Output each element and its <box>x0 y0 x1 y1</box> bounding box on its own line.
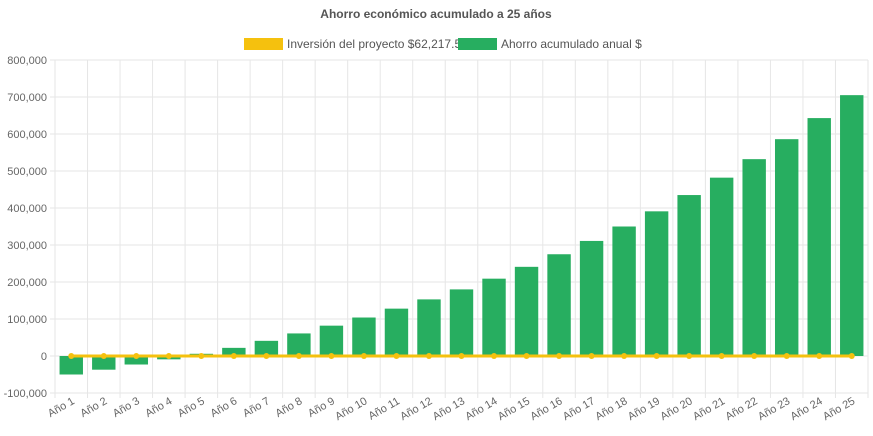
x-tick-label: Año 18 <box>593 395 629 423</box>
x-axis: Año 1 Año 2 Año 3 Año 4 Año 5 Año 6 Año 7 Año 8… <box>46 395 857 423</box>
y-tick-label: 600,000 <box>7 129 47 141</box>
y-axis: -100,000 0 100,000 200,000 300,000 400,000 500… <box>4 55 47 400</box>
investment-point[interactable] <box>783 353 790 359</box>
investment-point[interactable] <box>425 353 432 359</box>
savings-bar[interactable] <box>59 356 83 375</box>
y-tick-label: 100,000 <box>7 314 47 326</box>
savings-bar[interactable] <box>677 195 701 356</box>
savings-bar[interactable] <box>774 139 799 356</box>
investment-point[interactable] <box>458 353 465 359</box>
x-tick-label: Año 4 <box>143 395 174 420</box>
investment-point[interactable] <box>686 353 693 359</box>
y-tick-label: 800,000 <box>7 55 47 67</box>
savings-bar[interactable] <box>709 177 734 356</box>
x-tick-label: Año 19 <box>626 395 662 423</box>
investment-line <box>68 353 855 359</box>
savings-bar[interactable] <box>254 340 279 356</box>
investment-point[interactable] <box>328 353 335 359</box>
savings-bar[interactable] <box>579 240 604 356</box>
x-tick-label: Año 3 <box>111 395 142 420</box>
savings-bar[interactable] <box>449 289 474 356</box>
investment-point[interactable] <box>263 353 270 359</box>
y-tick-label: 500,000 <box>7 166 47 178</box>
investment-point[interactable] <box>718 353 725 359</box>
y-tick-label: 0 <box>41 351 47 363</box>
x-tick-label: Año 11 <box>366 395 401 422</box>
x-tick-label: Año 8 <box>274 395 305 420</box>
investment-point[interactable] <box>523 353 530 359</box>
savings-bar[interactable] <box>807 118 831 356</box>
x-tick-label: Año 23 <box>756 395 792 423</box>
x-tick-label: Año 9 <box>306 395 337 420</box>
legend: Inversión del proyecto $62,217.57 Ahorro… <box>244 37 642 51</box>
x-tick-label: Año 22 <box>723 395 759 423</box>
x-tick-label: Año 16 <box>528 395 564 423</box>
investment-point[interactable] <box>816 353 823 359</box>
x-tick-label: Año 12 <box>398 395 434 423</box>
y-tick-label: 700,000 <box>7 92 47 104</box>
investment-point[interactable] <box>491 353 498 359</box>
investment-point[interactable] <box>393 353 400 359</box>
legend-swatch-investment <box>244 38 283 50</box>
x-tick-label: Año 13 <box>431 395 467 423</box>
savings-bar[interactable] <box>124 356 149 365</box>
chart-title: Ahorro económico acumulado a 25 años <box>320 7 552 21</box>
savings-bar[interactable] <box>222 347 246 356</box>
savings-bars <box>59 95 864 375</box>
savings-bar[interactable] <box>482 278 506 356</box>
savings-bar[interactable] <box>840 95 864 357</box>
savings-bar[interactable] <box>352 317 376 356</box>
legend-item-investment[interactable]: Inversión del proyecto $62,217.57 <box>244 37 468 51</box>
legend-label-savings: Ahorro acumulado anual $ <box>501 37 642 51</box>
x-tick-label: Año 1 <box>46 395 77 420</box>
x-tick-label: Año 20 <box>658 395 694 423</box>
x-tick-label: Año 15 <box>496 395 532 423</box>
investment-point[interactable] <box>198 353 205 359</box>
y-tick-label: 200,000 <box>7 277 47 289</box>
investment-point[interactable] <box>360 353 367 359</box>
y-tick-label: 400,000 <box>7 203 47 215</box>
investment-point[interactable] <box>295 353 302 359</box>
y-tick-label: 300,000 <box>7 240 47 252</box>
x-tick-label: Año 25 <box>821 395 857 423</box>
x-tick-label: Año 14 <box>463 395 499 423</box>
x-tick-label: Año 5 <box>176 395 207 420</box>
x-tick-label: Año 7 <box>241 395 272 420</box>
investment-point[interactable] <box>165 353 172 359</box>
investment-point[interactable] <box>751 353 758 359</box>
savings-bar[interactable] <box>319 325 344 356</box>
savings-bar[interactable] <box>417 299 441 356</box>
savings-bar[interactable] <box>644 211 669 356</box>
x-tick-label: Año 10 <box>333 395 369 423</box>
investment-point[interactable] <box>100 353 107 359</box>
investment-point[interactable] <box>588 353 595 359</box>
x-tick-label: Año 2 <box>78 395 109 420</box>
x-tick-label: Año 6 <box>208 395 239 420</box>
legend-swatch-savings <box>458 38 497 50</box>
savings-bar[interactable] <box>742 159 766 356</box>
x-tick-label: Año 21 <box>691 395 727 423</box>
x-tick-label: Año 17 <box>561 395 597 423</box>
savings-bar[interactable] <box>384 308 409 356</box>
savings-bar[interactable] <box>92 356 116 370</box>
investment-point[interactable] <box>653 353 660 359</box>
savings-bar[interactable] <box>547 254 571 356</box>
grid <box>50 59 869 398</box>
investment-point[interactable] <box>133 353 140 359</box>
x-tick-label: Año 24 <box>789 395 825 423</box>
savings-bar[interactable] <box>612 226 636 357</box>
investment-point[interactable] <box>230 353 237 359</box>
investment-point[interactable] <box>848 353 855 359</box>
legend-item-savings[interactable]: Ahorro acumulado anual $ <box>458 37 642 51</box>
y-tick-label: -100,000 <box>4 388 47 400</box>
investment-point[interactable] <box>621 353 628 359</box>
savings-bar[interactable] <box>287 333 311 356</box>
investment-point[interactable] <box>556 353 563 359</box>
savings-bar[interactable] <box>514 266 539 356</box>
investment-point[interactable] <box>68 353 75 359</box>
legend-label-investment: Inversión del proyecto $62,217.57 <box>287 37 468 51</box>
